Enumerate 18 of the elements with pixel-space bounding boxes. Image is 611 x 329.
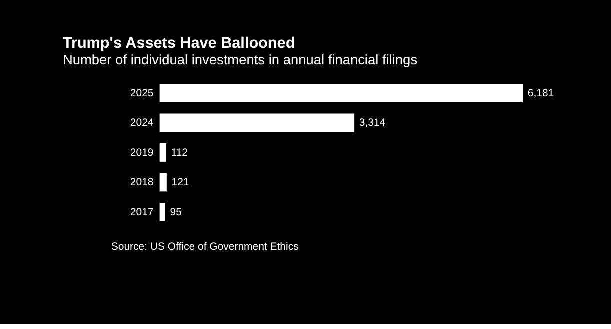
- data-label: 121: [172, 178, 190, 189]
- bar: [160, 114, 355, 132]
- data-label: 112: [171, 148, 188, 159]
- bar: [160, 202, 166, 222]
- y-tick-label: 2025: [130, 88, 154, 100]
- chart-title: Trump's Assets Have Ballooned: [62, 35, 296, 52]
- data-label: 6,181: [528, 88, 554, 100]
- data-label: 3,314: [359, 118, 386, 130]
- y-tick-label: 2019: [130, 148, 154, 159]
- source-note: Source: US Office of Government Ethics: [111, 242, 299, 253]
- data-label: 95: [170, 207, 182, 218]
- y-tick-label: 2018: [130, 178, 154, 189]
- chart-subtitle: Number of individual investments in annual financial filings: [62, 52, 418, 68]
- bar: [160, 143, 166, 162]
- y-tick-label: 2024: [130, 118, 154, 130]
- y-tick-label: 2017: [130, 207, 154, 218]
- bar: [160, 84, 524, 102]
- bar: [160, 173, 167, 192]
